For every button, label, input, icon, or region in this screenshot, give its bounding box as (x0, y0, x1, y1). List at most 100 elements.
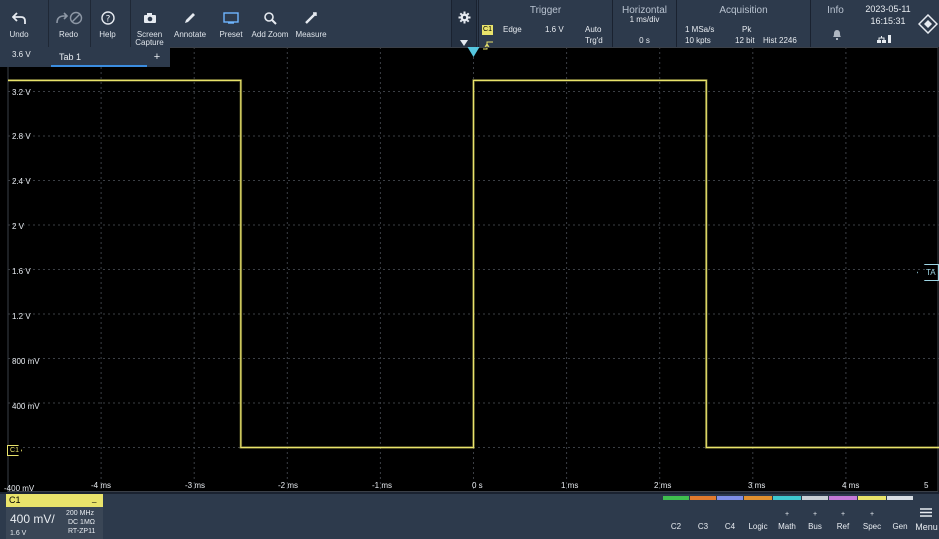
trigger-mode: Auto (585, 25, 602, 34)
dropdown-triangle-icon (460, 33, 468, 51)
add-icon: + (869, 511, 875, 518)
datetime-display: 2023-05-11 16:15:31 (860, 0, 916, 47)
annotate-button[interactable]: Annotate (170, 0, 210, 47)
time-display: 16:15:31 (870, 16, 906, 26)
c2-button[interactable]: C2 (663, 496, 689, 539)
y-tick-label: 400 mV (12, 402, 40, 411)
math-label: Math (778, 522, 796, 531)
menu-button[interactable]: Menu (914, 496, 939, 539)
measure-icon (304, 7, 318, 29)
spec-label: Spec (862, 522, 882, 531)
trigger-title: Trigger (529, 5, 562, 16)
add-icon: + (840, 511, 846, 518)
x-tick-label: -3 ms (185, 481, 205, 490)
logic-button[interactable]: Logic (744, 496, 772, 539)
trigger-state: Trg'd (585, 36, 603, 45)
annotate-label: Annotate (173, 30, 207, 39)
c3-label: C3 (697, 522, 709, 531)
channel-ground-marker[interactable]: C1 (7, 445, 22, 456)
y-tick-label: 2.4 V (12, 177, 31, 186)
logic-color-stripe (744, 496, 772, 500)
c3-button[interactable]: C3 (690, 496, 716, 539)
c4-label: C4 (724, 522, 736, 531)
undo-icon (12, 7, 26, 29)
history-count: Hist 2246 (763, 36, 797, 45)
horizontal-scale: 1 ms/div (629, 15, 660, 24)
network-icon (876, 31, 892, 49)
bus-color-stripe (802, 496, 828, 500)
logic-label: Logic (748, 522, 768, 531)
horizontal-panel[interactable]: Horizontal 1 ms/div 0 s (612, 0, 676, 47)
trigger-level: 1.6 V (545, 25, 564, 34)
c4-color-stripe (717, 496, 743, 500)
ref-label: Ref (836, 522, 850, 531)
minimize-icon[interactable]: _ (92, 494, 97, 503)
gear-icon (458, 11, 471, 29)
add-zoom-label: Add Zoom (251, 30, 289, 39)
screen-capture-button[interactable]: Screen Capture (130, 0, 168, 47)
acquisition-panel[interactable]: Acquisition 1 MSa/s Pk 10 kpts 12 bit Hi… (676, 0, 810, 47)
menu-label: Menu (915, 522, 938, 532)
y-tick-label: 2 V (12, 222, 25, 231)
trigger-panel[interactable]: Trigger C1 Edge 1.6 V Auto Trg'd (478, 0, 612, 50)
help-icon: ? (100, 7, 115, 29)
pen-icon (183, 7, 197, 29)
y-tick-label: 1.6 V (12, 267, 31, 276)
x-tick-label: 3 ms (748, 481, 766, 490)
x-tick-label: -1 ms (372, 481, 392, 490)
undo-button[interactable]: Undo (4, 0, 34, 47)
x-tick-label: 0 s (472, 481, 483, 490)
x-tick-label: 2 ms (654, 481, 672, 490)
ref-button[interactable]: + Ref (829, 496, 857, 539)
add-tab-button[interactable]: + (153, 51, 161, 63)
horizontal-title: Horizontal (621, 5, 668, 16)
waveform-plot[interactable] (0, 47, 939, 492)
settings-button[interactable] (451, 0, 477, 47)
channel1-probe: RT-ZP11 (68, 528, 96, 535)
channel1-header: C1 (6, 494, 103, 507)
ref-color-stripe (829, 496, 857, 500)
add-zoom-button[interactable]: Add Zoom (250, 0, 290, 47)
camera-icon (143, 7, 157, 29)
y-tick-label: -400 mV (4, 484, 35, 493)
channel1-scale: 400 mV/ (10, 512, 55, 526)
channel1-offset: 1.6 V (10, 530, 27, 537)
bell-icon (832, 27, 842, 45)
info-panel[interactable]: Info (810, 0, 860, 47)
c4-button[interactable]: C4 (717, 496, 743, 539)
add-icon: + (784, 511, 790, 518)
bus-button[interactable]: + Bus (802, 496, 828, 539)
brand-logo-icon[interactable] (917, 13, 939, 39)
redo-button[interactable]: Redo (48, 0, 88, 47)
acquisition-mode: Pk (742, 25, 752, 34)
record-length: 10 kpts (685, 36, 711, 45)
gen-color-stripe (887, 496, 913, 500)
gen-button[interactable]: Gen (887, 496, 913, 539)
preset-button[interactable]: Preset (214, 0, 248, 47)
help-button[interactable]: ? Help (90, 0, 124, 47)
waveform-trace-c1 (8, 79, 939, 449)
screen-capture-label: Screen Capture (135, 30, 164, 47)
x-tick-label: 4 ms (842, 481, 860, 490)
channel1-bandwidth: 200 MHz (66, 510, 95, 517)
x-tick-label: 1 ms (561, 481, 579, 490)
spec-button[interactable]: + Spec (858, 496, 886, 539)
top-toolbar: Undo Redo ? Help Screen Capture (0, 0, 939, 50)
horizontal-position: 0 s (639, 36, 650, 45)
measure-label: Measure (295, 30, 327, 39)
tab-1[interactable]: Tab 1 (51, 49, 147, 67)
math-button[interactable]: + Math (773, 496, 801, 539)
waveform-svg (7, 47, 939, 492)
c2-label: C2 (670, 522, 682, 531)
undo-label: Undo (9, 30, 29, 39)
hamburger-icon (920, 508, 932, 519)
y-tick-label: 1.2 V (12, 312, 31, 321)
bus-label: Bus (808, 522, 822, 531)
measure-button[interactable]: Measure (292, 0, 330, 47)
resolution: 12 bit (735, 36, 755, 45)
y-tick-label: 3.6 V (12, 50, 31, 59)
gen-label: Gen (892, 522, 908, 531)
trigger-type: Edge (503, 25, 522, 34)
math-color-stripe (773, 496, 801, 500)
